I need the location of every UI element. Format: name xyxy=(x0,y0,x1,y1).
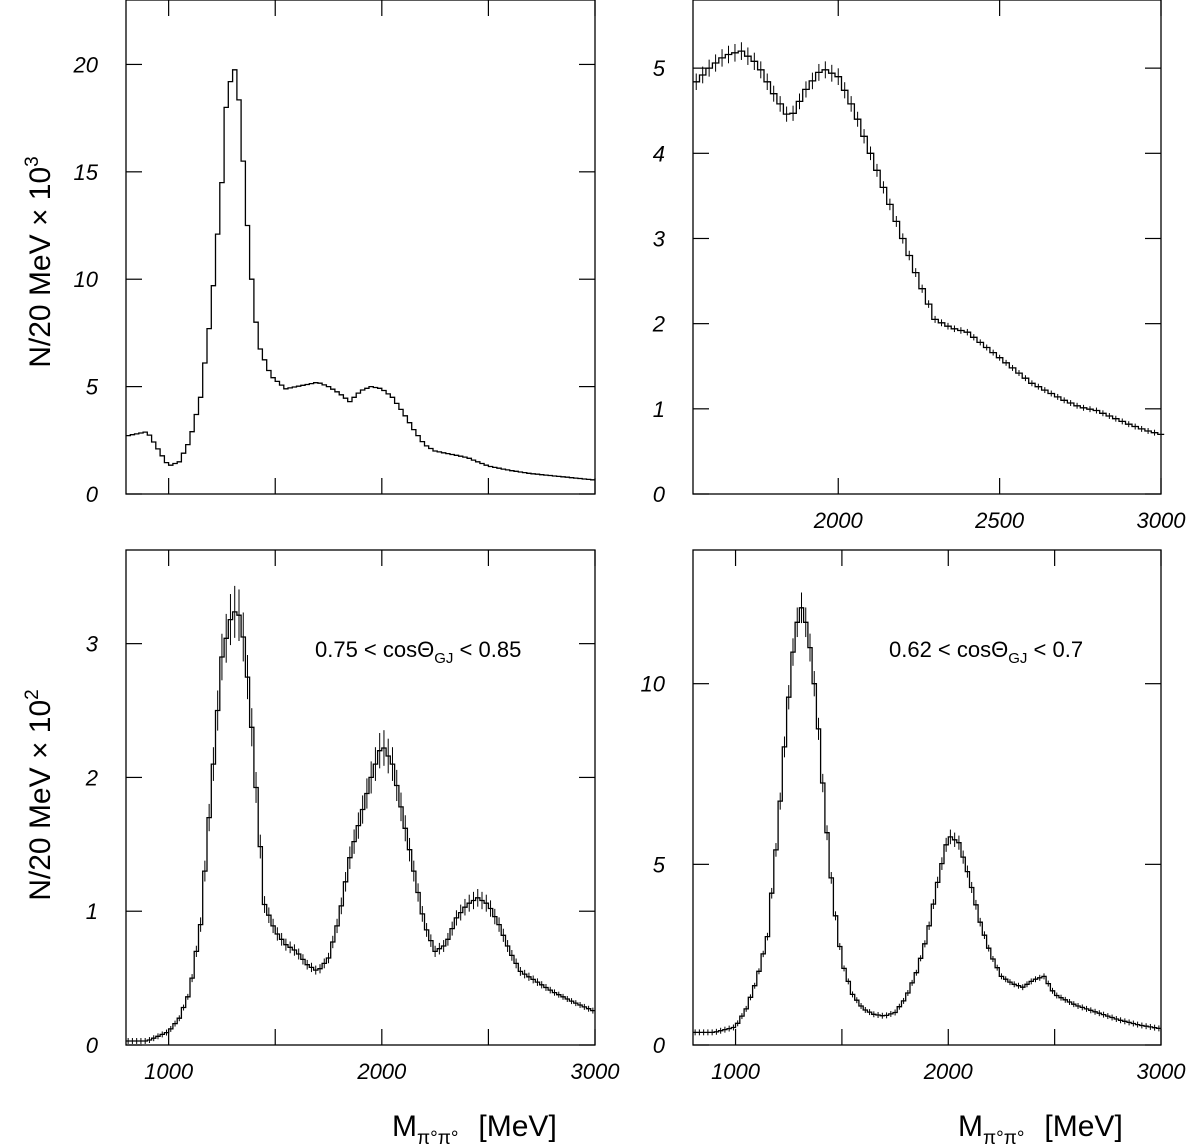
y-tick-label: 0 xyxy=(86,1033,99,1058)
panel-top-left: 0 5 10 15 20 xyxy=(73,0,596,507)
y-tick-label: 0 xyxy=(653,482,666,507)
x-tick-label: 2000 xyxy=(923,1059,974,1084)
y-tick-label: 1 xyxy=(86,899,98,924)
x-tick-label: 1000 xyxy=(144,1059,194,1084)
x-axis-label-right: Mπ°π° [MeV] xyxy=(958,1110,1123,1145)
y-tick-label: 0 xyxy=(86,482,99,507)
y-tick-label: 2 xyxy=(652,312,665,337)
panel-bottom-left: 0 1 2 3 1000 2000 3000 xyxy=(85,549,621,1084)
histogram-series xyxy=(693,50,1165,436)
y-tick-label: 3 xyxy=(86,632,99,657)
x-axis-label-left: Mπ°π° [MeV] xyxy=(392,1110,557,1145)
x-tick-label: 3000 xyxy=(571,1059,621,1084)
y-axis-label-top: N/20 MeV × 103 xyxy=(22,156,57,368)
y-tick-label: 20 xyxy=(73,52,99,77)
x-tick-label: 1000 xyxy=(711,1059,761,1084)
y-tick-label: 15 xyxy=(74,160,99,185)
histogram-series xyxy=(693,607,1161,1034)
x-tick-label: 2500 xyxy=(974,508,1025,533)
panel-top-right: 0 1 2 3 4 5 2000 2500 3000 xyxy=(652,0,1186,533)
panel-frame xyxy=(125,549,596,1046)
y-tick-label: 1 xyxy=(653,397,665,422)
panel-frame xyxy=(125,0,596,495)
cut-annotation-right: 0.62 < cosΘGJ < 0.7 xyxy=(889,637,1083,667)
panel-frame xyxy=(692,549,1162,1046)
x-tick-label: 3000 xyxy=(1137,508,1187,533)
panel-frame xyxy=(692,0,1162,495)
x-tick-label: 2000 xyxy=(813,508,864,533)
panel-bottom-right: 0 5 10 1000 2000 3000 xyxy=(641,549,1187,1084)
y-tick-label: 4 xyxy=(653,141,665,166)
y-tick-label: 2 xyxy=(85,765,98,790)
y-tick-label: 10 xyxy=(641,672,666,697)
histogram-series xyxy=(126,69,595,481)
y-tick-label: 10 xyxy=(74,267,99,292)
y-tick-label: 0 xyxy=(653,1033,666,1058)
y-axis-label-bottom: N/20 MeV × 102 xyxy=(22,689,57,901)
y-tick-label: 5 xyxy=(86,375,99,400)
x-tick-label: 2000 xyxy=(356,1059,407,1084)
cut-annotation-left: 0.75 < cosΘGJ < 0.85 xyxy=(315,637,521,667)
y-tick-label: 5 xyxy=(653,56,666,81)
y-tick-label: 5 xyxy=(653,852,666,877)
histogram-series xyxy=(126,611,595,1042)
x-tick-label: 3000 xyxy=(1137,1059,1187,1084)
y-tick-label: 3 xyxy=(653,226,666,251)
